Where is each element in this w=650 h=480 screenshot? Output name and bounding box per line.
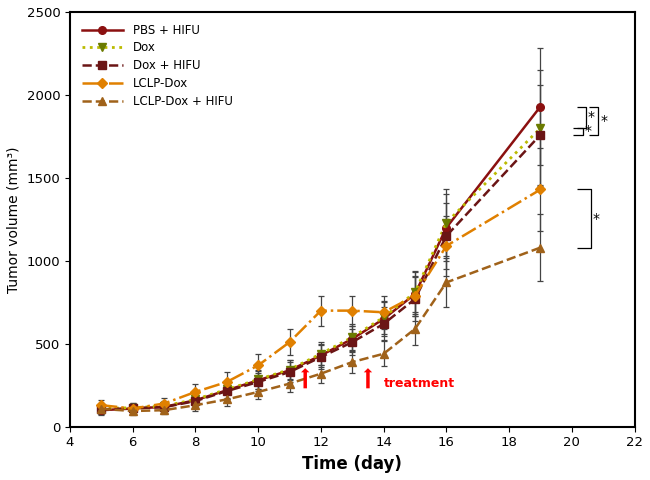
LCLP-Dox + HIFU bbox=[443, 279, 450, 285]
PBS + HIFU bbox=[285, 368, 293, 373]
PBS + HIFU bbox=[411, 291, 419, 297]
Dox + HIFU bbox=[536, 132, 544, 138]
Dox bbox=[317, 351, 325, 357]
PBS + HIFU bbox=[536, 104, 544, 109]
LCLP-Dox + HIFU bbox=[285, 381, 293, 386]
PBS + HIFU bbox=[254, 377, 262, 383]
Dox bbox=[98, 406, 105, 411]
PBS + HIFU bbox=[380, 316, 387, 322]
Dox + HIFU bbox=[223, 388, 231, 394]
LCLP-Dox bbox=[129, 406, 136, 411]
LCLP-Dox + HIFU bbox=[160, 408, 168, 413]
LCLP-Dox + HIFU bbox=[192, 402, 200, 408]
Dox + HIFU bbox=[317, 354, 325, 360]
LCLP-Dox bbox=[411, 293, 419, 299]
LCLP-Dox bbox=[443, 243, 450, 249]
Dox bbox=[536, 125, 544, 131]
LCLP-Dox + HIFU bbox=[129, 408, 136, 414]
LCLP-Dox + HIFU bbox=[317, 371, 325, 376]
PBS + HIFU bbox=[192, 397, 200, 403]
Dox + HIFU bbox=[285, 369, 293, 375]
Dox bbox=[380, 314, 387, 320]
LCLP-Dox + HIFU bbox=[380, 351, 387, 357]
Dox bbox=[192, 396, 200, 402]
Text: *: * bbox=[600, 114, 607, 128]
LCLP-Dox + HIFU bbox=[536, 245, 544, 251]
Text: treatment: treatment bbox=[384, 377, 455, 390]
PBS + HIFU bbox=[443, 225, 450, 230]
LCLP-Dox bbox=[380, 310, 387, 315]
Text: *: * bbox=[592, 212, 599, 226]
Line: PBS + HIFU: PBS + HIFU bbox=[98, 103, 544, 414]
Dox + HIFU bbox=[380, 321, 387, 327]
LCLP-Dox bbox=[317, 308, 325, 313]
LCLP-Dox bbox=[192, 389, 200, 395]
LCLP-Dox bbox=[536, 187, 544, 192]
Dox + HIFU bbox=[411, 296, 419, 302]
Dox + HIFU bbox=[192, 398, 200, 404]
PBS + HIFU bbox=[98, 408, 105, 413]
PBS + HIFU bbox=[223, 387, 231, 393]
Line: Dox + HIFU: Dox + HIFU bbox=[98, 131, 544, 413]
Dox + HIFU bbox=[348, 339, 356, 345]
LCLP-Dox bbox=[98, 402, 105, 408]
Dox + HIFU bbox=[160, 404, 168, 410]
LCLP-Dox bbox=[348, 308, 356, 313]
LCLP-Dox + HIFU bbox=[223, 396, 231, 402]
Text: *: * bbox=[584, 124, 592, 138]
Y-axis label: Tumor volume (mm³): Tumor volume (mm³) bbox=[7, 146, 21, 293]
Dox bbox=[285, 367, 293, 372]
LCLP-Dox bbox=[223, 379, 231, 385]
LCLP-Dox bbox=[285, 339, 293, 345]
Dox bbox=[129, 405, 136, 410]
LCLP-Dox + HIFU bbox=[98, 406, 105, 412]
LCLP-Dox bbox=[160, 401, 168, 407]
Dox bbox=[443, 220, 450, 226]
Dox bbox=[223, 386, 231, 392]
Dox bbox=[348, 334, 356, 340]
PBS + HIFU bbox=[160, 404, 168, 410]
Dox + HIFU bbox=[98, 407, 105, 412]
Dox + HIFU bbox=[129, 405, 136, 411]
X-axis label: Time (day): Time (day) bbox=[302, 455, 402, 473]
PBS + HIFU bbox=[348, 336, 356, 342]
LCLP-Dox + HIFU bbox=[411, 326, 419, 332]
LCLP-Dox bbox=[254, 362, 262, 368]
PBS + HIFU bbox=[317, 352, 325, 358]
Line: LCLP-Dox + HIFU: LCLP-Dox + HIFU bbox=[98, 244, 544, 415]
Dox bbox=[254, 377, 262, 383]
LCLP-Dox + HIFU bbox=[348, 359, 356, 365]
PBS + HIFU bbox=[129, 406, 136, 411]
Dox bbox=[411, 289, 419, 295]
Line: LCLP-Dox: LCLP-Dox bbox=[98, 186, 544, 412]
Text: *: * bbox=[588, 110, 595, 124]
Dox + HIFU bbox=[254, 379, 262, 385]
Dox bbox=[160, 403, 168, 409]
Dox + HIFU bbox=[443, 233, 450, 239]
Legend: PBS + HIFU, Dox, Dox + HIFU, LCLP-Dox, LCLP-Dox + HIFU: PBS + HIFU, Dox, Dox + HIFU, LCLP-Dox, L… bbox=[76, 18, 239, 114]
Line: Dox: Dox bbox=[98, 124, 544, 412]
LCLP-Dox + HIFU bbox=[254, 389, 262, 395]
